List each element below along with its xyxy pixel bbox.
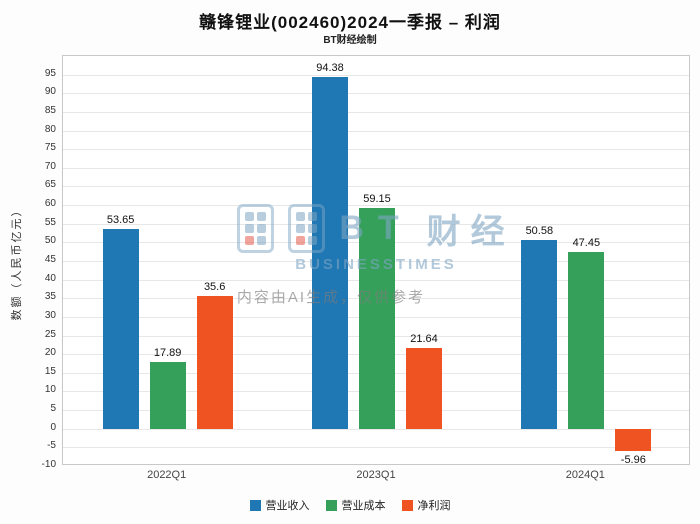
legend-swatch	[401, 499, 413, 511]
bar	[521, 240, 558, 429]
bar-value-label: 53.65	[106, 213, 135, 226]
y-tick-label: 45	[44, 254, 56, 265]
y-tick-label: 20	[44, 347, 56, 359]
y-tick-label: 30	[44, 309, 56, 321]
gridline	[63, 205, 689, 207]
y-tick-label: 55	[44, 216, 56, 228]
bar-value-label: 21.64	[410, 333, 438, 346]
y-tick-label: 5	[50, 403, 56, 415]
gridline	[63, 93, 689, 95]
x-axis-labels: 2022Q1 2023Q1 2024Q1	[62, 469, 690, 483]
legend: 营业收入 营业成本 净利润	[0, 497, 700, 513]
legend-item: 净利润	[401, 497, 451, 513]
y-tick-label: 80	[44, 123, 56, 135]
gridline	[63, 149, 689, 151]
bar	[615, 428, 652, 451]
legend-label: 营业收入	[265, 500, 310, 512]
legend-swatch	[325, 499, 337, 511]
bar-value-label: -5.96	[620, 453, 646, 466]
y-tick-label: 35	[44, 291, 56, 303]
y-tick-label: 0	[50, 421, 56, 433]
gridline	[63, 428, 689, 430]
plot-area: BT 财经 BUSINESSTIMES 内容由AI生成，仅供参考 53.65 17…	[62, 55, 690, 466]
chart-subtitle: BT财经绘制	[323, 35, 377, 46]
bar	[149, 362, 186, 429]
y-tick-label: 70	[44, 160, 56, 172]
y-tick-label: -5	[47, 440, 56, 452]
legend-item: 营业成本	[325, 497, 386, 513]
y-tick-label: 40	[44, 272, 56, 284]
x-tick-label: 2022Q1	[147, 469, 187, 481]
y-tick-label: -10	[41, 459, 56, 470]
y-tick-label: 65	[44, 179, 56, 191]
gridline	[63, 130, 689, 132]
bar	[406, 348, 442, 429]
bar	[359, 208, 395, 429]
y-tick-label: 50	[44, 235, 56, 247]
legend-swatch	[249, 499, 261, 511]
x-tick-label: 2023Q1	[356, 469, 396, 481]
bar	[568, 251, 605, 429]
gridline	[63, 186, 689, 188]
bar	[196, 296, 233, 429]
legend-label: 营业成本	[341, 500, 386, 512]
y-tick-label: 10	[44, 384, 56, 396]
gridline	[63, 167, 689, 169]
y-tick-label: 60	[44, 198, 56, 210]
bar-value-label: 94.38	[316, 61, 344, 74]
bar-value-label: 50.58	[525, 225, 554, 238]
legend-label: 净利润	[417, 500, 451, 512]
bar-value-label: 59.15	[363, 193, 391, 206]
bar	[312, 76, 348, 429]
bar	[102, 228, 139, 429]
legend-item: 营业收入	[249, 497, 310, 513]
gridline	[63, 74, 689, 76]
y-tick-label: 25	[44, 328, 56, 340]
bar-value-label: 35.6	[203, 281, 226, 294]
chart-title: 赣锋锂业(002460)2024一季报 – 利润	[199, 13, 501, 32]
y-tick-label: 95	[44, 67, 56, 79]
x-tick-label: 2024Q1	[565, 469, 605, 481]
gridline	[63, 111, 689, 113]
y-tick-label: 90	[44, 86, 56, 98]
bar-value-label: 17.89	[153, 347, 182, 360]
y-tick-label: 85	[44, 104, 56, 116]
gridline	[63, 447, 689, 449]
y-tick-label: 75	[44, 142, 56, 154]
bt-logo-tile-left	[237, 204, 275, 253]
bar-value-label: 47.45	[572, 236, 601, 249]
bt-logo-cn-text: 财经	[426, 213, 515, 251]
y-tick-label: 15	[44, 365, 56, 377]
y-axis-ticks: -10 -5 0 5 10 15 20 25 30 35 40 45 50 55 60 65 70 75 80 85 9…	[0, 55, 56, 470]
